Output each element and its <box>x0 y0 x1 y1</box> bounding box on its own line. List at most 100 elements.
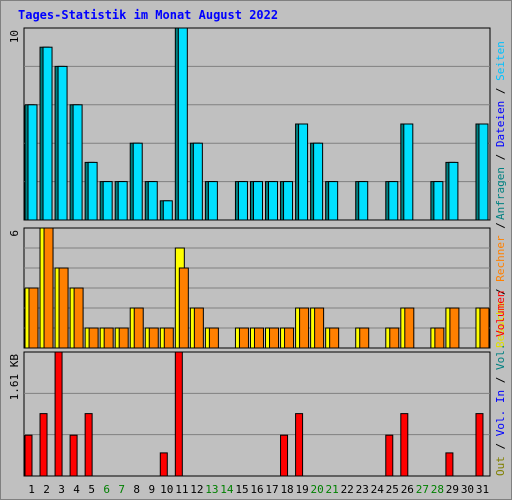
bar-volumen-day-11 <box>174 351 183 477</box>
bar-rechner-day-21 <box>329 327 340 349</box>
x-tick-label: 11 <box>175 483 188 496</box>
x-tick-label: 24 <box>371 483 385 496</box>
bar-dateien-day-6 <box>102 181 113 221</box>
bar-rechner-day-28 <box>434 327 445 349</box>
x-tick-label: 16 <box>250 483 263 496</box>
bar-rechner-day-9 <box>148 327 159 349</box>
legend-entry: Out <box>494 456 507 476</box>
x-tick-label: 31 <box>476 483 489 496</box>
bar-volumen-day-26 <box>400 413 409 477</box>
chart-title: Tages-Statistik im Monat August 2022 <box>18 8 279 22</box>
x-tick-label: 6 <box>103 483 110 496</box>
bar-rechner-day-1 <box>28 287 39 349</box>
legend-entry: / <box>494 81 507 101</box>
legend-entry: Vol. In <box>494 390 507 436</box>
bar-rechner-day-3 <box>58 267 69 349</box>
bar-dateien-day-23 <box>358 181 369 221</box>
bar-dateien-day-25 <box>388 181 399 221</box>
x-tick-label: 1 <box>28 483 35 496</box>
legend-2: Besuche / Rechner / <box>494 222 507 348</box>
x-tick-label: 10 <box>160 483 173 496</box>
bar-rechner-day-5 <box>88 327 99 349</box>
x-tick-label: 23 <box>356 483 369 496</box>
bar-dateien-day-3 <box>57 65 68 221</box>
bar-volumen-day-25 <box>385 434 394 477</box>
legend-3: Out / Vol. In / Vol. Volumen <box>494 291 507 476</box>
x-tick-label: 4 <box>73 483 80 496</box>
bar-rechner-day-13 <box>208 327 219 349</box>
legend-entry: / <box>494 282 507 302</box>
bar-volumen-day-10 <box>159 452 168 477</box>
bar-volumen-day-18 <box>280 434 289 477</box>
legend-entry: / <box>494 147 507 167</box>
legend-entry: Seiten <box>494 41 507 81</box>
bar-dateien-day-18 <box>283 181 294 221</box>
bar-volumen-day-5 <box>84 413 93 477</box>
x-tick-label: 5 <box>88 483 95 496</box>
bar-rechner-day-17 <box>269 327 280 349</box>
bar-dateien-day-29 <box>448 161 459 221</box>
bar-dateien-day-1 <box>27 104 38 221</box>
bar-dateien-day-8 <box>132 142 143 221</box>
x-tick-label: 18 <box>280 483 293 496</box>
legend-entry: / <box>494 222 507 235</box>
legend-1: Anfragen / Dateien / Seiten <box>494 41 507 220</box>
x-tick-label: 19 <box>295 483 308 496</box>
bar-volumen-day-2 <box>39 413 48 477</box>
x-tick-label: 12 <box>190 483 203 496</box>
legend-entry: / <box>494 370 507 390</box>
bar-dateien-day-5 <box>87 161 98 221</box>
bar-dateien-day-4 <box>72 104 83 221</box>
bar-rechner-day-10 <box>163 327 174 349</box>
bar-volumen-day-4 <box>69 434 78 477</box>
bar-volumen-day-1 <box>24 434 33 477</box>
panel-3-ymax-label: 1.61 KB <box>8 354 21 401</box>
bar-dateien-day-21 <box>328 181 339 221</box>
x-tick-label: 20 <box>311 483 324 496</box>
bar-dateien-day-7 <box>117 181 128 221</box>
legend-entry: Rechner <box>494 235 507 282</box>
bar-dateien-day-15 <box>237 181 248 221</box>
bar-rechner-day-4 <box>73 287 84 349</box>
bar-rechner-day-23 <box>359 327 370 349</box>
x-tick-label: 26 <box>401 483 414 496</box>
x-tick-label: 21 <box>326 483 339 496</box>
bar-rechner-day-6 <box>103 327 114 349</box>
x-tick-label: 7 <box>118 483 125 496</box>
bar-dateien-day-11 <box>177 27 188 221</box>
bar-rechner-day-2 <box>43 227 54 349</box>
x-tick-label: 27 <box>416 483 429 496</box>
bar-rechner-day-29 <box>449 307 460 349</box>
bar-dateien-day-16 <box>252 181 263 221</box>
bar-rechner-day-16 <box>253 327 264 349</box>
x-tick-label: 9 <box>148 483 155 496</box>
legend-entry: Dateien <box>494 101 507 147</box>
bar-rechner-day-7 <box>118 327 129 349</box>
legend-entry: Besuche <box>494 302 507 348</box>
x-tick-label: 29 <box>446 483 459 496</box>
legend-entry: / <box>494 436 507 456</box>
bar-dateien-day-17 <box>268 181 279 221</box>
bar-rechner-day-26 <box>404 307 415 349</box>
x-tick-label: 8 <box>133 483 140 496</box>
bar-dateien-day-19 <box>298 123 309 221</box>
bar-rechner-day-31 <box>479 307 490 349</box>
panel-1-ymax-label: 10 <box>8 30 21 43</box>
bar-rechner-day-12 <box>193 307 204 349</box>
panel-3-area <box>23 351 491 477</box>
bar-rechner-day-11 <box>178 267 189 349</box>
bar-rechner-day-15 <box>238 327 249 349</box>
bar-dateien-day-10 <box>162 200 173 221</box>
bar-rechner-day-20 <box>314 307 325 349</box>
bar-rechner-day-25 <box>389 327 400 349</box>
bar-dateien-day-12 <box>192 142 203 221</box>
bar-rechner-day-18 <box>284 327 295 349</box>
x-tick-label: 25 <box>386 483 399 496</box>
legend-entry: Volumen <box>494 291 507 337</box>
panel-2-ymax-label: 6 <box>8 230 21 237</box>
bar-dateien-day-28 <box>433 181 444 221</box>
x-tick-label: 28 <box>431 483 444 496</box>
bar-volumen-day-19 <box>295 413 304 477</box>
bar-dateien-day-2 <box>42 46 53 221</box>
